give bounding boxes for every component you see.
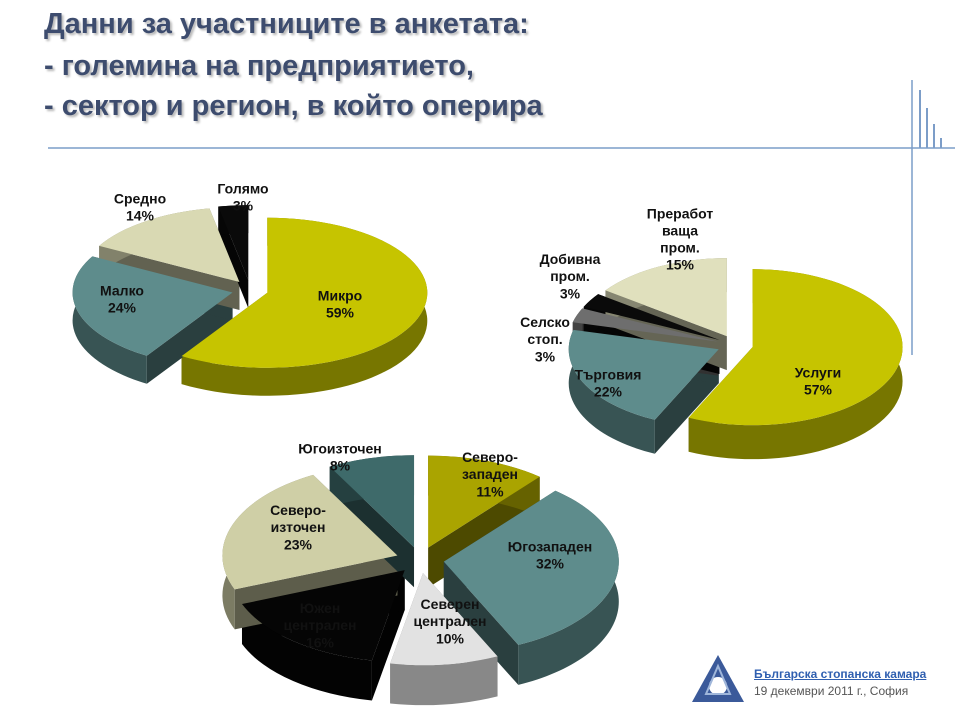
slice bbox=[605, 258, 727, 337]
slice-label: 57% bbox=[803, 381, 833, 398]
slice-label: Северен централен bbox=[413, 596, 487, 629]
slice bbox=[390, 573, 498, 666]
slice bbox=[218, 205, 249, 281]
slice-label: 24% bbox=[107, 299, 137, 316]
slide-title: Данни за участниците в анкетата: bbox=[44, 8, 529, 40]
slice bbox=[72, 256, 233, 356]
slice-label: 15% bbox=[665, 256, 695, 273]
slice-label: 22% bbox=[593, 383, 623, 400]
slice-label: Малко bbox=[100, 282, 144, 299]
slide-title: - големина на предприятието, bbox=[44, 50, 474, 82]
slice bbox=[428, 455, 540, 548]
slice-label: 3% bbox=[534, 348, 556, 364]
pie-tops bbox=[72, 205, 428, 368]
date: 19 декември 2011 г., София bbox=[754, 684, 909, 698]
slice-side bbox=[443, 561, 519, 685]
slice-label: Селско стоп. bbox=[520, 314, 570, 347]
slice-label: Добивна пром. bbox=[539, 251, 601, 284]
slice-side bbox=[568, 329, 655, 454]
slice bbox=[181, 217, 428, 368]
slice-label: Южен централен bbox=[283, 600, 357, 633]
slice-side bbox=[181, 217, 428, 396]
slice-label: 23% bbox=[283, 536, 313, 552]
slice-label: 3% bbox=[232, 197, 254, 214]
slice-side bbox=[72, 256, 147, 384]
slice-label: 11% bbox=[476, 483, 504, 499]
slice bbox=[572, 308, 719, 342]
slice-label: Югозападен bbox=[507, 538, 593, 555]
slice-label: Северо- западен bbox=[462, 449, 518, 482]
slice-side bbox=[241, 604, 372, 701]
slice-side bbox=[146, 292, 233, 384]
slice-label: Средно bbox=[113, 190, 167, 207]
pie-tops bbox=[222, 455, 619, 666]
organization[interactable]: Българска стопанска камара bbox=[754, 667, 927, 681]
slide-title: - сектор и регион, в който оперира bbox=[44, 90, 543, 122]
slice-label: Търговия bbox=[574, 366, 642, 383]
slice bbox=[222, 474, 398, 590]
slice-label: Югоизточен bbox=[298, 440, 382, 457]
slice bbox=[329, 455, 415, 548]
slice bbox=[688, 269, 903, 426]
slice-label: Голямо bbox=[217, 180, 269, 197]
slice-label: 3% bbox=[559, 285, 581, 301]
slice bbox=[443, 490, 619, 645]
slice-label: 59% bbox=[325, 304, 355, 321]
slice-label: 8% bbox=[329, 457, 351, 474]
slice bbox=[583, 294, 720, 340]
logo bbox=[692, 655, 744, 702]
slice-label: Услуги bbox=[794, 364, 842, 381]
slice-label: 16% bbox=[305, 634, 335, 650]
slice-label: 14% bbox=[125, 207, 155, 224]
slice-label: 10% bbox=[435, 630, 465, 646]
pie-tops bbox=[568, 258, 903, 426]
slice-label: Микро bbox=[317, 287, 363, 304]
slice bbox=[568, 329, 719, 420]
slice-label: Северо- източен bbox=[270, 502, 326, 535]
slice-side bbox=[390, 656, 498, 706]
slice-label: Преработ ваща пром. bbox=[646, 205, 714, 256]
slice bbox=[99, 208, 240, 282]
slice-label: 32% bbox=[535, 555, 565, 572]
slice bbox=[241, 570, 405, 661]
